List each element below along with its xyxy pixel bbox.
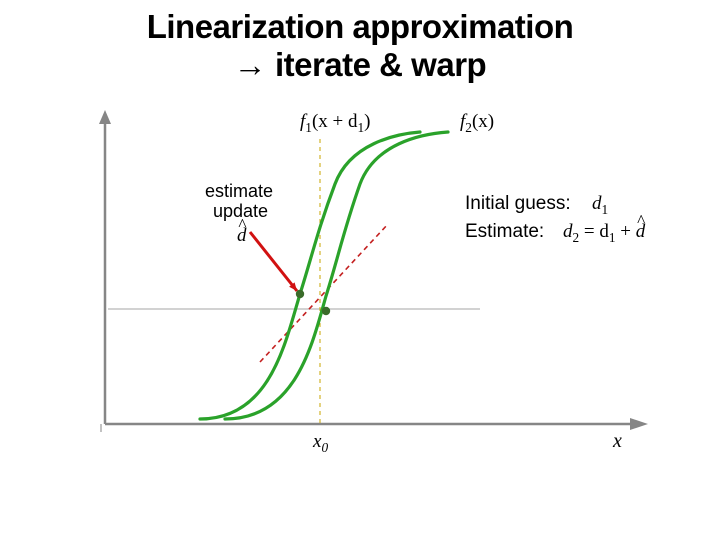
label-estimate-text: Estimate: (465, 221, 544, 243)
diagram-svg (0, 84, 720, 514)
label-f1: f1(x + d1) (300, 111, 370, 136)
label-estimate-value: d2 = d1 + d (563, 221, 645, 246)
arrow-icon: → (234, 46, 267, 83)
label-x: x (613, 430, 622, 453)
label-initial-guess-value: d1 (592, 193, 608, 218)
diagram-container: f1(x + d1) f2(x) estimate update d x0 x … (0, 84, 720, 514)
label-x0: x0 (313, 431, 328, 456)
label-f2: f2(x) (460, 111, 494, 136)
label-estimate: estimate (205, 181, 273, 202)
title-line-2-text: iterate & warp (266, 46, 486, 83)
title-line-1: Linearization approximation (0, 8, 720, 46)
slide-title: Linearization approximation → iterate & … (0, 0, 720, 84)
label-dhat: d (237, 225, 247, 247)
title-line-2: → iterate & warp (0, 46, 720, 84)
label-initial-guess: Initial guess: (465, 193, 571, 215)
